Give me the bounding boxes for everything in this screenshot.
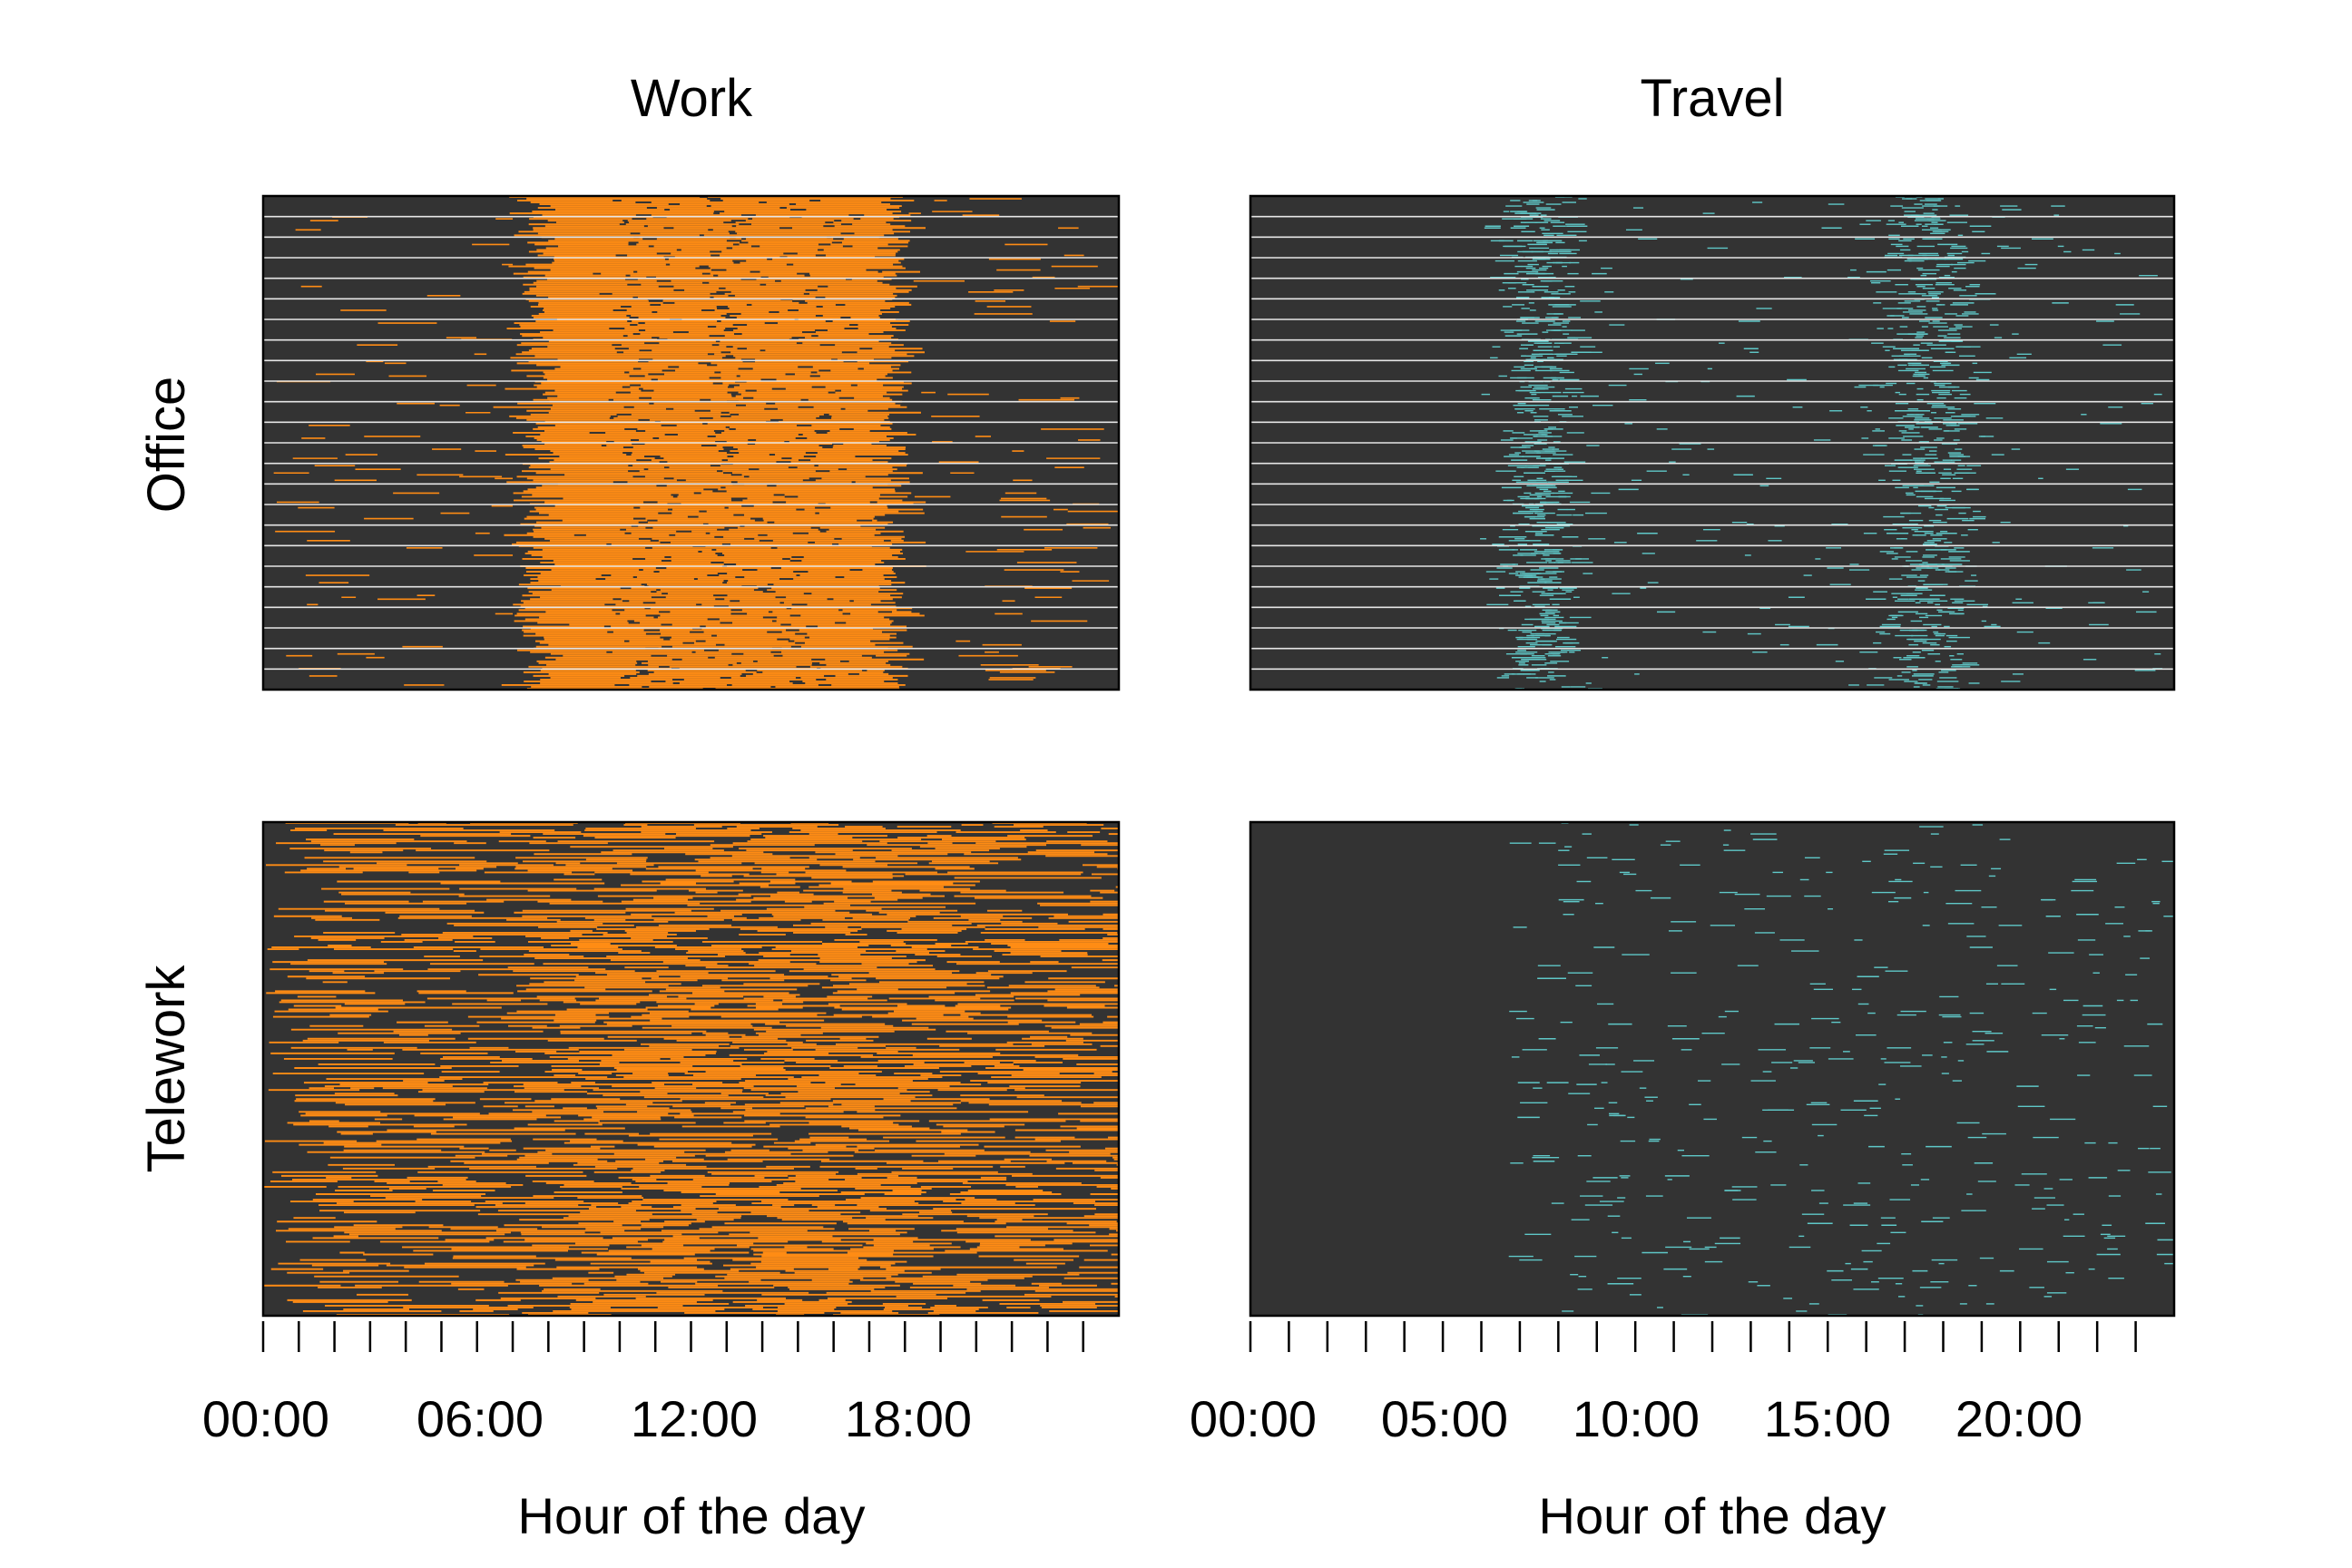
x-axis-travel [1249,1321,2137,1352]
x-axis-label-travel: Hour of the day [1539,1487,1886,1544]
panel-frame [1249,820,2176,1318]
tick-label-work-2: 12:00 [631,1390,758,1447]
tick-label-work-1: 06:00 [416,1390,544,1447]
panel-office-travel [1249,194,2176,691]
row-label-office: Office [137,377,196,513]
tick-label-work-0: 00:00 [202,1390,329,1447]
panel-telework-travel [1249,820,2176,1318]
panel-background [1250,822,2174,1316]
column-title-work: Work [631,69,753,128]
tick-label-travel-1: 05:00 [1381,1390,1508,1447]
x-axis-label-work: Hour of the day [518,1487,866,1544]
panel-frame [261,194,1121,691]
tick-label-travel-3: 15:00 [1764,1390,1891,1447]
panel-telework-work [261,820,1121,1318]
panel-background [263,822,1119,1316]
row-label-telework: Telework [137,965,196,1173]
tick-label-work-3: 18:00 [845,1390,972,1447]
panel-frame [1249,194,2176,691]
x-axis-work [261,1321,1084,1352]
panel-office-work [261,194,1121,691]
tick-label-travel-4: 20:00 [1955,1390,2082,1447]
column-title-travel: Travel [1641,69,1785,128]
tick-label-travel-0: 00:00 [1190,1390,1317,1447]
tick-label-travel-2: 10:00 [1573,1390,1700,1447]
panel-frame [261,820,1121,1318]
